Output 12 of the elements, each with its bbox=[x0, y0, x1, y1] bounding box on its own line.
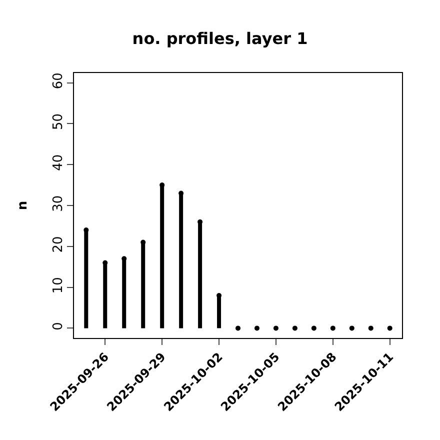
y-axis-title: n bbox=[16, 200, 31, 210]
chart-title: no. profiles, layer 1 bbox=[132, 29, 308, 48]
y-tick-label: 50 bbox=[50, 113, 66, 130]
y-tick-label: 30 bbox=[50, 195, 66, 212]
y-tick-label: 0 bbox=[50, 322, 66, 330]
y-tick-label: 40 bbox=[50, 154, 66, 171]
y-tick-label: 10 bbox=[50, 277, 66, 294]
y-tick-label: 20 bbox=[50, 236, 66, 253]
point bbox=[140, 240, 146, 245]
point bbox=[198, 219, 203, 224]
point bbox=[216, 292, 222, 298]
y-tick-label: 60 bbox=[50, 72, 66, 90]
